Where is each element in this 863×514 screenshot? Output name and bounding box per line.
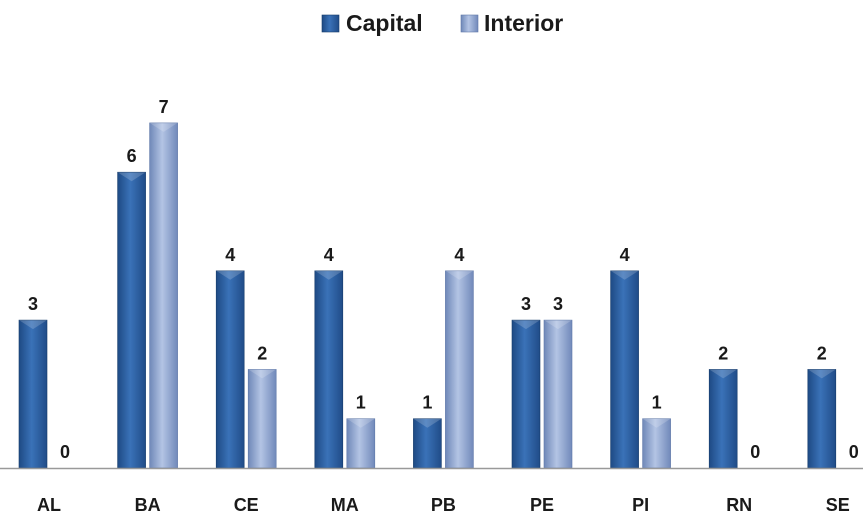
bar-capital-ce — [215, 270, 245, 469]
bars — [18, 122, 837, 469]
bar-capital-pe — [511, 319, 541, 469]
bar-interior-pb — [445, 270, 474, 469]
legend-item-capital: Capital — [321, 10, 423, 36]
data-label-interior-ba: 7 — [159, 97, 169, 117]
data-label-interior-al: 0 — [60, 442, 70, 462]
data-label-interior-pb: 4 — [454, 245, 464, 265]
bar-capital-rn — [708, 369, 738, 469]
data-label-interior-se: 0 — [849, 442, 859, 462]
data-label-interior-pi: 1 — [652, 393, 662, 413]
x-tick-label-pb: PB — [431, 495, 456, 514]
data-label-interior-ma: 1 — [356, 393, 366, 413]
data-label-capital-ba: 6 — [127, 146, 137, 166]
x-tick-label-pe: PE — [530, 495, 554, 514]
x-tick-label-se: SE — [826, 495, 850, 514]
legend: Capital Interior — [321, 10, 563, 36]
bar-capital-al — [18, 319, 48, 469]
legend-item-interior: Interior — [460, 10, 563, 36]
legend-swatch-interior — [460, 14, 479, 33]
data-label-capital-al: 3 — [28, 294, 38, 314]
bar-interior-pe — [543, 319, 573, 469]
bar-capital-se — [807, 369, 837, 469]
x-tick-label-rn: RN — [726, 495, 752, 514]
data-label-capital-se: 2 — [817, 343, 827, 363]
data-label-interior-rn: 0 — [750, 442, 760, 462]
bar-capital-ba — [117, 171, 146, 469]
data-label-capital-ma: 4 — [324, 245, 334, 265]
legend-label-interior: Interior — [484, 10, 563, 36]
bar-capital-pi — [610, 270, 639, 469]
data-label-interior-ce: 2 — [257, 343, 267, 363]
x-tick-label-ba: BA — [135, 495, 161, 514]
bar-interior-ma — [346, 418, 376, 469]
x-tick-label-ce: CE — [234, 495, 259, 514]
bar-capital-pb — [413, 418, 442, 469]
data-label-interior-pe: 3 — [553, 294, 563, 314]
bar-interior-ce — [247, 369, 277, 469]
x-tick-labels: AL BA CE MA PB PE PI RN SE — [37, 495, 850, 514]
bar-interior-pi — [642, 418, 671, 469]
bar-interior-ba — [149, 122, 178, 469]
data-label-capital-rn: 2 — [718, 343, 728, 363]
data-label-capital-ce: 4 — [225, 245, 235, 265]
bar-capital-ma — [314, 270, 344, 469]
x-tick-label-al: AL — [37, 495, 61, 514]
data-label-capital-pb: 1 — [422, 393, 432, 413]
data-label-capital-pi: 4 — [620, 245, 630, 265]
legend-swatch-capital — [321, 14, 340, 33]
data-labels: 3 0 6 7 4 2 4 1 1 4 3 3 4 1 2 0 2 0 — [28, 97, 859, 462]
data-label-capital-pe: 3 — [521, 294, 531, 314]
x-tick-label-pi: PI — [632, 495, 649, 514]
legend-label-capital: Capital — [346, 10, 423, 36]
x-tick-label-ma: MA — [331, 495, 359, 514]
